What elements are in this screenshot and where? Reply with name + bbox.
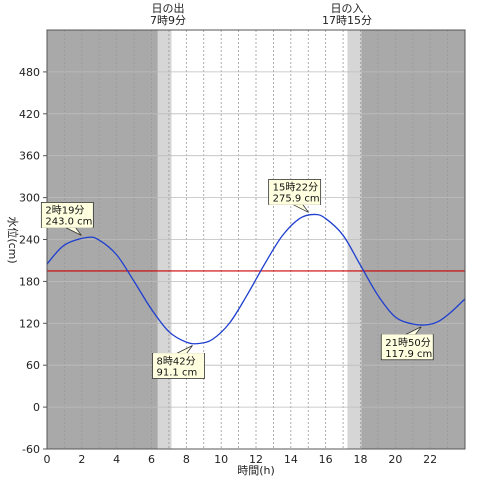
x-tick-label: 0 [44,453,51,466]
x-tick-label: 16 [319,453,333,466]
callout-box [380,334,434,361]
y-tick-label: 420 [19,108,40,121]
callout-seam [41,226,93,228]
x-tick-label: 20 [388,453,402,466]
callout-level: 275.9 cm [273,193,320,204]
x-tick-label: 22 [423,453,437,466]
y-tick-label: 360 [19,150,40,163]
tide-line [46,213,466,345]
callout-box [268,179,322,205]
y-tick-label: -60 [22,443,40,456]
y-tick-label: 240 [19,234,40,247]
y-axis-ticks: -60 0 60 120 180 240 300 360 420 480 [19,66,47,456]
callout-time: 2時19分 [45,204,84,216]
callout-seam [269,203,321,205]
x-tick-label: 6 [148,453,155,466]
y-tick-label: 120 [19,317,40,330]
sunset-title: 日の入 [331,2,364,15]
x-tick-label: 8 [183,453,190,466]
y-tick-label: 60 [26,359,40,372]
x-tick-label: 4 [113,453,120,466]
x-tick-label: 10 [214,453,228,466]
x-tick-label: 2 [78,453,85,466]
series-group [46,213,466,345]
callout-level: 243.0 cm [45,216,92,227]
x-axis-ticks: 0 2 4 6 8 10 12 14 16 18 20 22 [44,453,438,466]
callout-time: 8時42分 [157,355,196,367]
callout-seam [153,353,204,355]
y-tick-label: 300 [19,192,40,205]
x-tick-label: 12 [249,453,263,466]
callout-level: 91.1 cm [157,367,198,378]
y-tick-label: 180 [19,275,40,288]
callout-time: 21時50分 [385,337,430,349]
sunset-time: 17時15分 [322,14,372,27]
callout-level: 117.9 cm [385,349,432,360]
callout-seam [381,334,433,336]
sunrise-title: 日の出 [152,1,185,15]
callout-time: 15時22分 [273,181,318,193]
x-tick-label: 14 [284,453,298,466]
y-axis-title: 水位(cm) [6,216,20,263]
y-tick-label: 0 [33,401,40,414]
x-tick-label: 18 [354,453,368,466]
sunrise-time: 7時9分 [150,14,186,27]
sun-labels: 日の出 7時9分 日の入 17時15分 [150,1,372,27]
x-axis-title: 時間(h) [237,464,275,477]
callout-box [152,353,205,379]
y-tick-label: 480 [19,66,40,79]
